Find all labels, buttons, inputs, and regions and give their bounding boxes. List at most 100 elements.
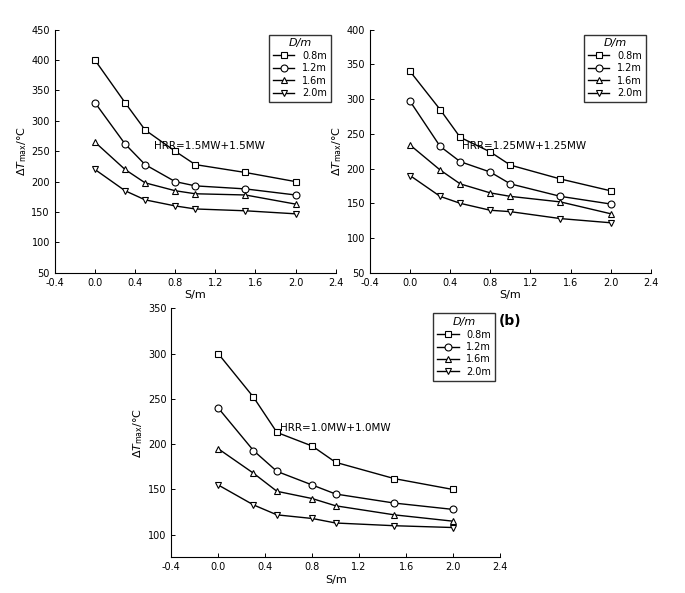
0.8m <box>171 148 179 155</box>
1.2m <box>141 161 149 168</box>
1.2m <box>273 468 281 475</box>
1.2m <box>91 99 99 106</box>
2.0m <box>121 187 129 195</box>
1.6m <box>556 199 564 206</box>
1.2m <box>214 404 223 412</box>
1.6m <box>308 495 316 502</box>
1.6m <box>456 180 464 187</box>
0.8m <box>141 126 149 133</box>
1.2m <box>486 168 495 176</box>
Line: 0.8m: 0.8m <box>215 350 456 493</box>
Line: 1.6m: 1.6m <box>407 142 614 217</box>
Legend: 0.8m, 1.2m, 1.6m, 2.0m: 0.8m, 1.2m, 1.6m, 2.0m <box>434 313 495 381</box>
2.0m <box>406 172 414 179</box>
Line: 0.8m: 0.8m <box>407 68 614 195</box>
Y-axis label: $\Delta T_{\mathrm{max}}$/°C: $\Delta T_{\mathrm{max}}$/°C <box>15 126 29 176</box>
Text: HRR=1.25MW+1.25MW: HRR=1.25MW+1.25MW <box>462 141 586 151</box>
1.6m <box>171 187 179 195</box>
1.6m <box>406 141 414 148</box>
1.2m <box>449 506 457 513</box>
1.2m <box>456 158 464 165</box>
1.2m <box>308 482 316 489</box>
2.0m <box>249 501 258 508</box>
Y-axis label: $\Delta T_{\mathrm{max}}$/°C: $\Delta T_{\mathrm{max}}$/°C <box>132 408 145 458</box>
1.2m <box>171 178 179 185</box>
Line: 2.0m: 2.0m <box>407 172 614 227</box>
Text: (a): (a) <box>184 314 206 329</box>
1.6m <box>606 210 614 217</box>
Line: 1.6m: 1.6m <box>92 139 299 208</box>
1.6m <box>436 167 444 174</box>
0.8m <box>606 187 614 195</box>
2.0m <box>506 208 514 215</box>
Y-axis label: $\Delta T_{\mathrm{max}}$/°C: $\Delta T_{\mathrm{max}}$/°C <box>330 126 344 176</box>
0.8m <box>308 442 316 449</box>
2.0m <box>241 207 249 214</box>
1.2m <box>241 186 249 193</box>
1.2m <box>332 490 340 498</box>
1.6m <box>214 445 223 452</box>
Line: 2.0m: 2.0m <box>215 482 456 531</box>
1.6m <box>273 488 281 495</box>
0.8m <box>191 161 199 168</box>
0.8m <box>436 106 444 113</box>
1.2m <box>191 182 199 189</box>
2.0m <box>273 511 281 518</box>
Legend: 0.8m, 1.2m, 1.6m, 2.0m: 0.8m, 1.2m, 1.6m, 2.0m <box>269 34 331 102</box>
0.8m <box>121 99 129 106</box>
X-axis label: S/m: S/m <box>325 575 347 585</box>
Line: 1.2m: 1.2m <box>92 99 299 199</box>
2.0m <box>390 522 399 530</box>
0.8m <box>241 169 249 176</box>
Legend: 0.8m, 1.2m, 1.6m, 2.0m: 0.8m, 1.2m, 1.6m, 2.0m <box>584 34 646 102</box>
0.8m <box>273 429 281 436</box>
2.0m <box>556 215 564 222</box>
2.0m <box>91 166 99 173</box>
1.6m <box>249 470 258 477</box>
0.8m <box>506 161 514 168</box>
Line: 0.8m: 0.8m <box>92 56 299 185</box>
1.6m <box>141 179 149 186</box>
1.2m <box>556 193 564 200</box>
1.2m <box>249 447 258 454</box>
0.8m <box>214 350 223 357</box>
Text: HRR=1.0MW+1.0MW: HRR=1.0MW+1.0MW <box>280 423 391 433</box>
1.6m <box>241 192 249 199</box>
Line: 1.2m: 1.2m <box>407 98 614 208</box>
0.8m <box>406 68 414 75</box>
1.2m <box>606 200 614 208</box>
1.6m <box>486 189 495 196</box>
0.8m <box>556 176 564 183</box>
1.2m <box>436 143 444 150</box>
2.0m <box>214 482 223 489</box>
Line: 2.0m: 2.0m <box>92 166 299 217</box>
1.2m <box>121 141 129 148</box>
0.8m <box>486 148 495 155</box>
1.6m <box>390 511 399 518</box>
1.6m <box>291 200 299 208</box>
0.8m <box>91 56 99 63</box>
Text: HRR=1.5MW+1.5MW: HRR=1.5MW+1.5MW <box>154 141 264 151</box>
1.6m <box>121 166 129 173</box>
Text: (b): (b) <box>499 314 522 329</box>
1.6m <box>332 502 340 509</box>
1.2m <box>291 192 299 199</box>
1.6m <box>191 190 199 197</box>
2.0m <box>456 200 464 207</box>
1.6m <box>449 518 457 525</box>
1.2m <box>406 98 414 105</box>
2.0m <box>486 207 495 214</box>
Line: 1.6m: 1.6m <box>215 445 456 525</box>
0.8m <box>332 459 340 466</box>
2.0m <box>308 515 316 522</box>
2.0m <box>606 219 614 227</box>
2.0m <box>436 193 444 200</box>
1.6m <box>506 193 514 200</box>
0.8m <box>456 134 464 141</box>
0.8m <box>249 394 258 401</box>
X-axis label: S/m: S/m <box>499 291 521 301</box>
0.8m <box>390 475 399 482</box>
2.0m <box>332 519 340 527</box>
1.2m <box>390 499 399 506</box>
1.2m <box>506 180 514 187</box>
